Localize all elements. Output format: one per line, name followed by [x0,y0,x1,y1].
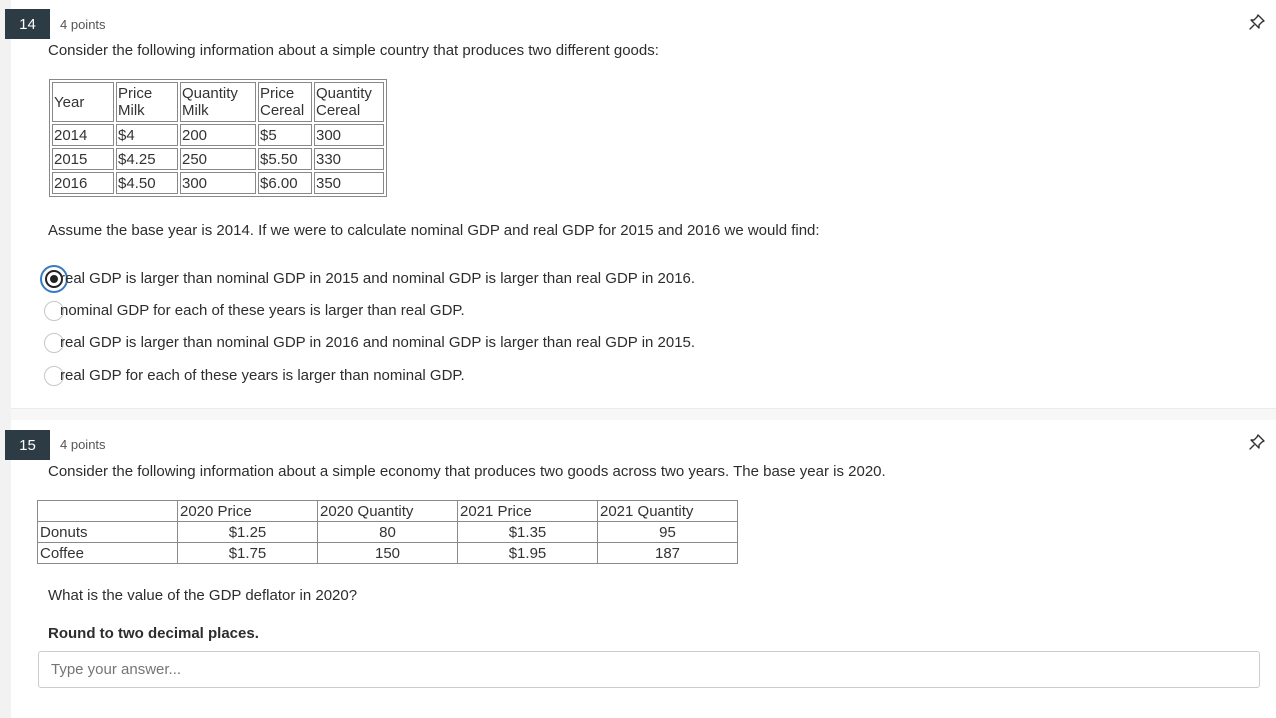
table-cell: 2014 [52,124,114,146]
table-cell: 80 [317,521,458,543]
table-header-cell: 2020 Quantity [317,500,458,522]
answer-option-4[interactable] [44,363,64,389]
question-text: Assume the base year is 2014. If we were… [48,222,820,239]
table-header-cell: Year [52,82,114,122]
table-cell: 95 [597,521,738,543]
table-cell: $1.75 [177,542,318,564]
answer-option-label[interactable]: real GDP is larger than nominal GDP in 2… [60,270,696,287]
table-header-cell: 2021 Price [457,500,598,522]
table-row: 2014 $4 200 $5 300 [52,124,384,146]
question-text: What is the value of the GDP deflator in… [48,587,358,604]
table-cell: $5.50 [258,148,312,170]
table-row: 2015 $4.25 250 $5.50 330 [52,148,384,170]
radio-button[interactable] [44,333,64,353]
question-prompt: Consider the following information about… [48,42,659,59]
radio-button[interactable] [44,301,64,321]
instruction-text: Round to two decimal places. [48,625,259,642]
table-cell: $4 [116,124,178,146]
question-points: 4 points [60,17,106,32]
table-cell: $1.25 [177,521,318,543]
table-row: Coffee $1.75 150 $1.95 187 [37,542,738,564]
answer-input[interactable] [38,651,1260,688]
pin-icon[interactable] [1248,13,1266,31]
goods-table: Year Price Milk Quantity Milk Price Cereal … [49,79,387,197]
table-header-cell: Quantity Cereal [314,82,384,122]
table-cell: $4.50 [116,172,178,194]
table-header-cell: Quantity Milk [180,82,256,122]
radio-button[interactable] [44,366,64,386]
answer-option-label[interactable]: real GDP for each of these years is larg… [60,367,465,384]
table-cell: 187 [597,542,738,564]
answer-option-1[interactable] [40,265,68,293]
table-cell: $1.95 [457,542,598,564]
radio-selected[interactable] [40,265,68,293]
page-left-strip [0,0,11,718]
table-header-row: 2020 Price 2020 Quantity 2021 Price 2021… [37,500,738,522]
table-cell: 330 [314,148,384,170]
table-header-cell: Price Milk [116,82,178,122]
table-cell: 2016 [52,172,114,194]
question-points: 4 points [60,437,106,452]
answer-option-label[interactable]: nominal GDP for each of these years is l… [60,302,465,319]
table-cell: Donuts [37,521,178,543]
answer-option-3[interactable] [44,330,64,356]
table-row: Donuts $1.25 80 $1.35 95 [37,521,738,543]
question-14: 14 4 points Consider the following infor… [5,0,1276,408]
table-cell: Coffee [37,542,178,564]
answer-option-2[interactable] [44,298,64,324]
question-prompt: Consider the following information about… [48,463,886,480]
table-header-cell: Price Cereal [258,82,312,122]
table-header-cell: 2020 Price [177,500,318,522]
table-cell: 300 [314,124,384,146]
goods-table-2: 2020 Price 2020 Quantity 2021 Price 2021… [37,500,738,564]
table-cell: 350 [314,172,384,194]
table-cell: 300 [180,172,256,194]
question-separator [11,408,1276,421]
table-cell: $4.25 [116,148,178,170]
table-cell: $1.35 [457,521,598,543]
answer-option-label[interactable]: real GDP is larger than nominal GDP in 2… [60,334,696,351]
table-cell: 250 [180,148,256,170]
table-cell: $6.00 [258,172,312,194]
table-cell: 150 [317,542,458,564]
table-cell: 2015 [52,148,114,170]
question-number: 15 [5,430,50,460]
table-cell: $5 [258,124,312,146]
question-number: 14 [5,9,50,39]
pin-icon[interactable] [1248,433,1266,451]
table-cell: 200 [180,124,256,146]
table-header-cell [37,500,178,522]
table-header-cell: 2021 Quantity [597,500,738,522]
table-header-row: Year Price Milk Quantity Milk Price Cereal … [52,82,384,122]
table-row: 2016 $4.50 300 $6.00 350 [52,172,384,194]
